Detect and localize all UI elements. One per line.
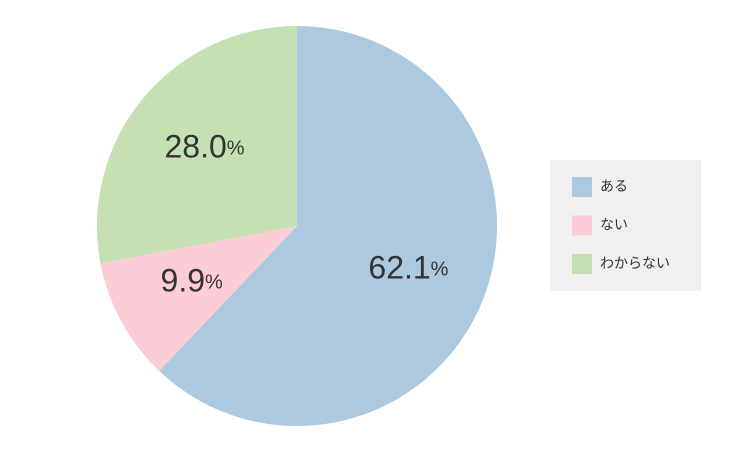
value-label-number: 9.9 xyxy=(161,263,205,299)
value-label: 9.9% xyxy=(161,263,223,299)
legend-swatch xyxy=(572,215,592,236)
value-label: 62.1% xyxy=(368,250,448,286)
value-label-unit: % xyxy=(227,138,245,160)
value-label-unit: % xyxy=(205,272,223,294)
legend-label: わからない xyxy=(600,256,670,272)
legend-label: ある xyxy=(600,179,628,195)
value-label-unit: % xyxy=(431,259,449,281)
legend-label: ない xyxy=(600,218,628,234)
pie-slice xyxy=(96,26,297,264)
legend-swatch xyxy=(572,177,592,197)
value-label-number: 28.0 xyxy=(164,129,226,165)
pie-slice xyxy=(100,226,298,371)
pie-slice xyxy=(159,26,497,426)
value-label: 28.0% xyxy=(164,129,244,165)
value-label-number: 62.1 xyxy=(368,250,430,286)
legend-swatch xyxy=(572,254,592,274)
